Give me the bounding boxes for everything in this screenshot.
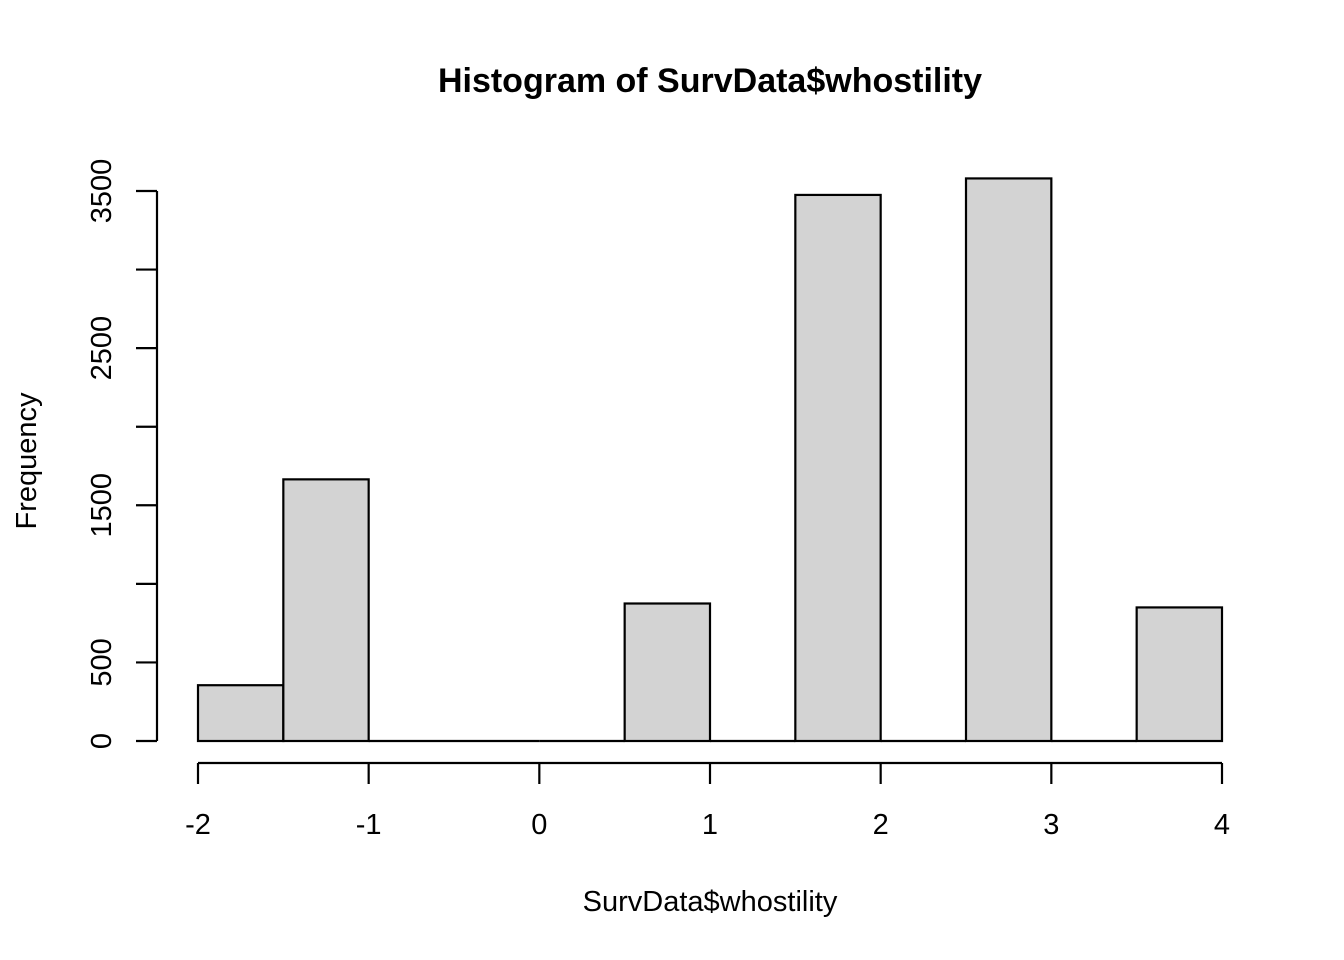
histogram-bar [1135, 606, 1224, 743]
x-tick-label: -2 [185, 809, 211, 841]
y-tick-label: 500 [86, 638, 118, 686]
histogram-bar [794, 193, 882, 743]
x-tick-label: -1 [356, 809, 382, 841]
histogram-bar [196, 684, 285, 743]
y-tick-label: 3500 [86, 159, 118, 224]
histogram-bar [623, 602, 712, 743]
y-tick-label: 1500 [86, 473, 118, 538]
x-tick-label: 0 [531, 809, 547, 841]
x-tick-label: 2 [873, 809, 889, 841]
x-tick-label: 3 [1043, 809, 1059, 841]
x-tick-label: 1 [702, 809, 718, 841]
x-axis-label: SurvData$whostility [583, 886, 838, 918]
histogram-bar [964, 177, 1053, 743]
histogram-bars [196, 177, 1224, 743]
x-axis: -2 -1 0 1 2 3 4 [185, 761, 1230, 841]
y-axis-label: Frequency [11, 392, 43, 530]
x-tick-label: 4 [1214, 809, 1230, 841]
histogram-bar [282, 478, 370, 743]
y-axis: 0 500 1500 2500 3500 [86, 159, 159, 749]
chart-title: Histogram of SurvData$whostility [438, 62, 982, 100]
y-tick-label: 2500 [86, 316, 118, 381]
y-tick-label: 0 [86, 733, 118, 749]
